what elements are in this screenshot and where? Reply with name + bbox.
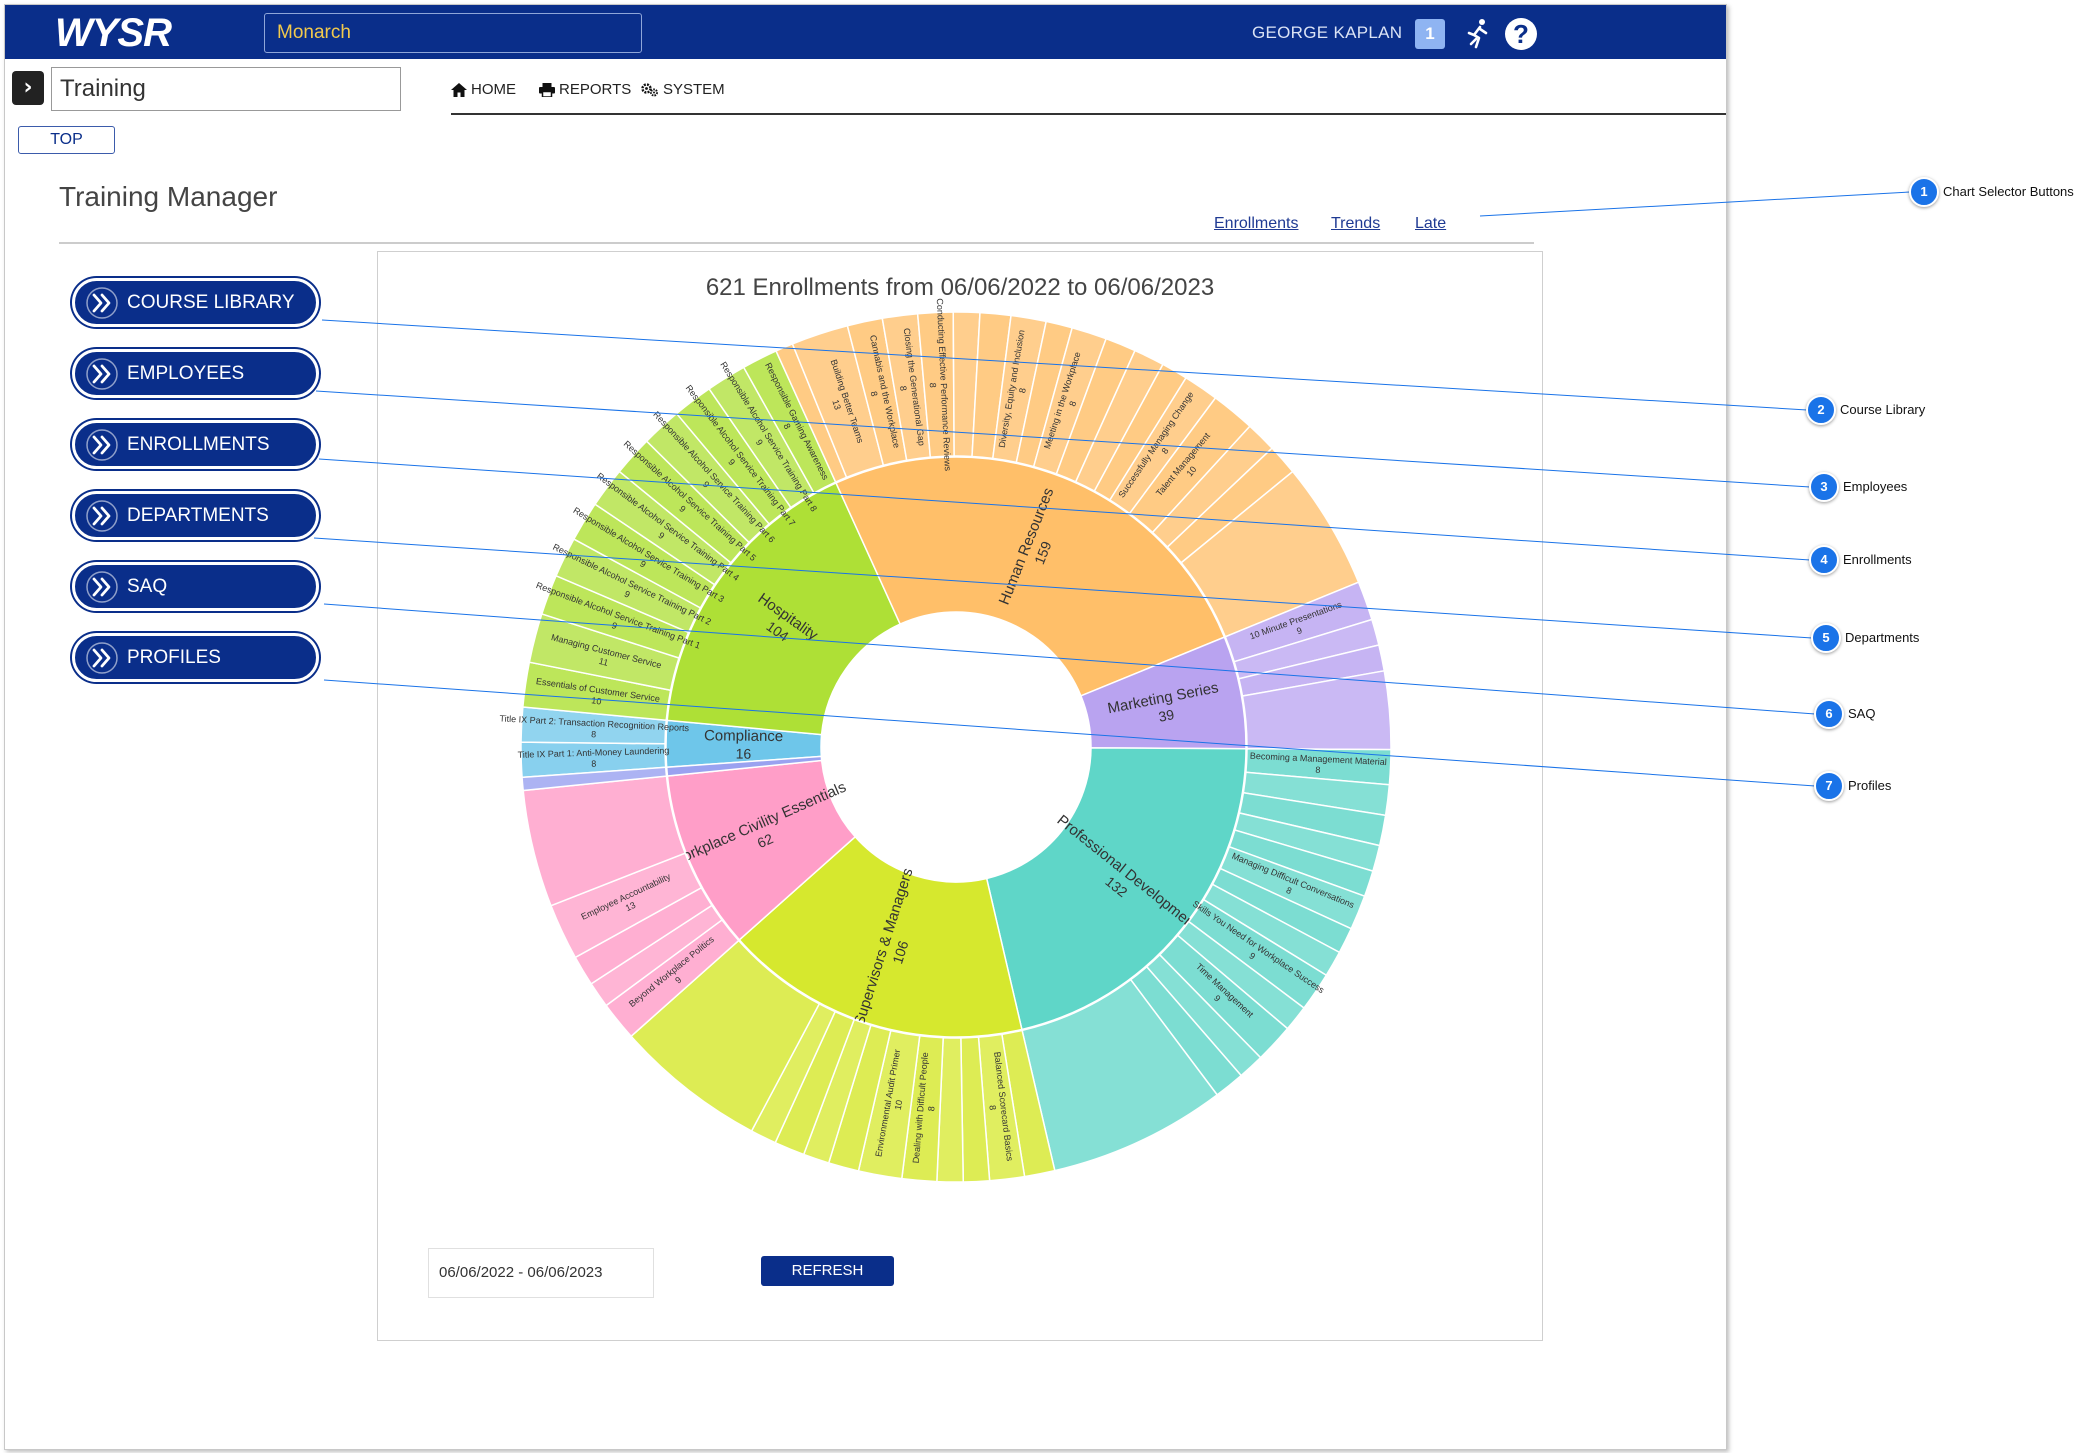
callout-badge-1: 1 [1909,177,1939,207]
double-chevron-right-icon [86,570,118,603]
chart-link-enrollments[interactable]: Enrollments [1214,215,1299,232]
profiles-button[interactable]: PROFILES [72,633,319,682]
running-person-icon[interactable] [1460,17,1494,51]
course-count: 13 [624,900,637,913]
notification-badge[interactable]: 1 [1415,19,1445,49]
callout-label-1: Chart Selector Buttons [1943,184,2074,199]
callout-badge-7: 7 [1814,771,1844,801]
double-chevron-right-icon [86,428,118,461]
page-title: Training Manager [59,181,278,212]
callout-label-3: Employees [1843,479,1908,494]
department-count: 106 [889,939,911,966]
sunburst-segment-professional-development[interactable] [985,747,1247,1031]
chart-link-trends[interactable]: Trends [1331,215,1381,232]
callout-badge-4: 4 [1809,545,1839,575]
nav-home-label: HOME [471,81,516,98]
course-count: 8 [1315,765,1320,775]
employees-label: EMPLOYEES [127,362,245,384]
printer-icon [539,82,555,97]
top-bar: WYSR GEORGE KAPLAN 1 ? [5,5,1726,59]
callout-badge-5: 5 [1811,623,1841,653]
course-count: 8 [1285,885,1293,896]
double-chevron-right-icon [86,357,118,390]
sunburst-segment-supervisors-managers[interactable] [738,835,1023,1038]
course-count: 10 [591,695,602,706]
departments-label: DEPARTMENTS [127,504,269,526]
double-chevron-right-icon [86,499,118,532]
profiles-label: PROFILES [127,646,221,668]
title-divider [59,242,1534,244]
course-count: 8 [591,729,597,739]
department-count: 39 [1157,706,1176,725]
gears-icon [641,82,658,96]
nav-reports-label: REPORTS [559,81,632,98]
double-chevron-right-icon [86,641,118,674]
callout-label-5: Departments [1845,630,1920,645]
module-name-field[interactable]: Training [51,67,401,111]
callout-badge-6: 6 [1814,699,1844,729]
logo[interactable]: WYSR [55,11,172,55]
date-range-input[interactable]: 06/06/2022 - 06/06/2023 [428,1248,654,1298]
nav-reports[interactable]: REPORTS [539,81,631,98]
course-count: 9 [1212,993,1222,1004]
callout-label-7: Profiles [1848,778,1892,793]
course-count: 10 [893,1099,905,1111]
callout-label-4: Enrollments [1843,552,1912,567]
course-count: 9 [1247,950,1257,961]
department-count: 62 [755,830,776,851]
user-name[interactable]: GEORGE KAPLAN [1252,23,1403,42]
chart-panel: 621 Enrollments from 06/06/2022 to 06/06… [377,251,1543,1341]
refresh-button[interactable]: REFRESH [761,1256,894,1286]
enrollments-label: ENROLLMENTS [127,433,270,455]
nav-system-label: SYSTEM [663,81,725,98]
double-chevron-right-icon [86,286,118,319]
saq-label: SAQ [127,575,168,597]
course-count: 8 [987,1105,998,1111]
course-count: 8 [591,759,596,769]
course-library-button[interactable]: COURSE LIBRARY [72,278,319,327]
expand-sidebar-button[interactable]: › [12,71,44,105]
course-count: 8 [928,382,938,387]
chart-title: 621 Enrollments from 06/06/2022 to 06/06… [705,274,1215,301]
employees-button[interactable]: EMPLOYEES [72,349,319,398]
home-icon [451,82,467,97]
department-count: 16 [736,746,752,762]
help-icon[interactable]: ? [1505,18,1537,50]
main-nav: HOME REPORTS SYSTEM [451,75,1726,115]
callout-label-2: Course Library [1840,402,1926,417]
course-count: 9 [673,975,683,986]
callout-badge-3: 3 [1809,472,1839,502]
enrollments-button[interactable]: ENROLLMENTS [72,420,319,469]
nav-system[interactable]: SYSTEM [641,81,725,98]
callout-badge-2: 2 [1806,395,1836,425]
callout-label-6: SAQ [1848,706,1876,721]
top-button[interactable]: TOP [18,126,115,154]
company-search-input[interactable] [264,13,642,53]
course-library-label: COURSE LIBRARY [127,291,295,313]
saq-button[interactable]: SAQ [72,562,319,611]
chart-link-late[interactable]: Late [1415,215,1447,232]
departments-button[interactable]: DEPARTMENTS [72,491,319,540]
nav-home[interactable]: HOME [451,81,516,98]
course-count: 8 [926,1106,936,1112]
app-window: WYSR GEORGE KAPLAN 1 ? › Training HOME R… [4,4,1727,1450]
